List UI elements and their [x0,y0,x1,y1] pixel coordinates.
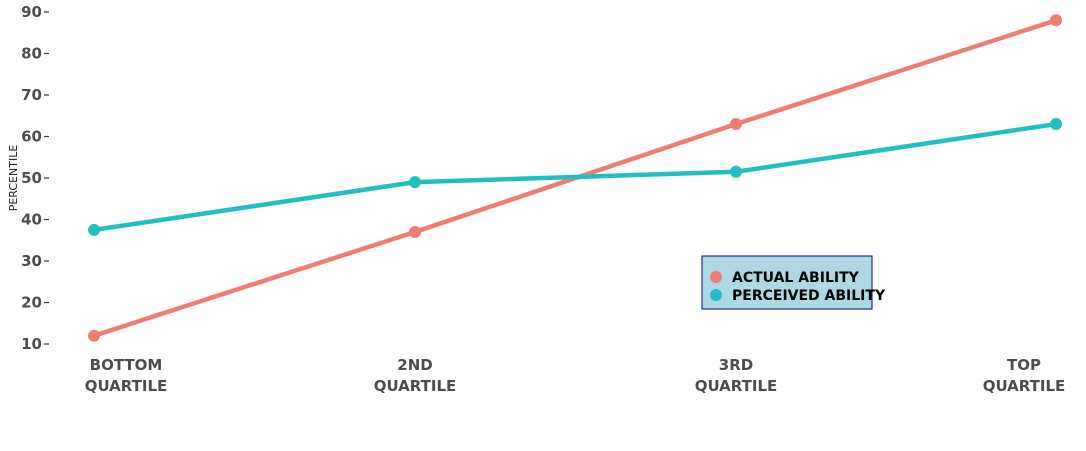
perceived-ability-line [91,121,1059,233]
x-tick-label: 3RD QUARTILE [695,356,778,395]
perceived-ability-point [88,223,100,236]
actual-ability-legend-marker [710,271,722,283]
y-tick-label: 10 [21,335,42,353]
perceived-ability-legend-label: PERCEIVED ABILITY [732,288,886,304]
x-tick-label: 2ND QUARTILE [374,356,457,395]
y-tick-label: 60 [21,128,42,146]
x-tick-label: BOTTOM QUARTILE [85,356,168,395]
y-axis: 10 20 30 40 50 60 70 80 90 [21,3,49,353]
perceived-ability-point [730,165,742,178]
y-tick-label: 50 [21,169,42,187]
y-tick-label: 70 [21,86,42,104]
perceived-ability-legend-marker [710,289,722,301]
legend-box [701,255,873,310]
legend: ACTUAL ABILITY PERCEIVED ABILITY [701,255,886,310]
y-tick-label: 90 [21,3,42,21]
actual-ability-point [730,118,742,131]
y-axis-title: PERCENTILE [7,145,20,212]
perceived-ability-point [1050,118,1062,131]
actual-ability-point [88,329,100,342]
series-points [88,14,1062,342]
actual-ability-point [409,225,421,238]
y-tick-label: 30 [21,252,42,270]
x-tick-label: TOP QUARTILE [983,356,1066,395]
series-lines [91,18,1059,338]
actual-ability-legend-label: ACTUAL ABILITY [732,270,860,286]
y-tick-label: 40 [21,211,42,229]
y-tick-label: 20 [21,294,42,312]
y-tick-label: 80 [21,45,42,63]
x-axis: BOTTOM QUARTILE 2ND QUARTILE 3RD QUARTILE TOP Q… [85,356,1066,395]
perceived-ability-point [409,176,421,189]
actual-ability-point [1050,14,1062,27]
